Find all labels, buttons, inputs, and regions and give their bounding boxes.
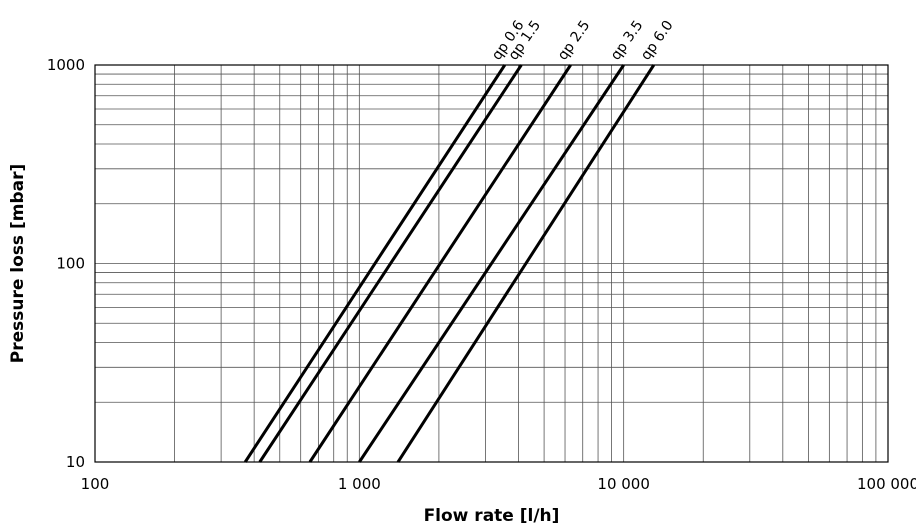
y-axis-title: Pressure loss [mbar] — [8, 164, 28, 363]
x-tick-label: 100 000 — [857, 475, 916, 493]
series-lines — [243, 64, 656, 463]
y-tick-label: 100 — [56, 255, 85, 273]
series-line — [258, 64, 523, 463]
series-labels: qp 0.6qp 1.5 qp 2.5 qp 3.5qp 6.0 — [489, 18, 677, 64]
series-line — [396, 64, 656, 463]
x-tick-label: 100 — [81, 475, 110, 493]
series-line — [243, 64, 507, 463]
x-tick-labels: 100 1 000 10 000 100 000 — [81, 475, 916, 493]
series-label: qp 6.0 — [638, 18, 677, 64]
series-line — [308, 64, 572, 463]
y-tick-labels: 10 100 1000 — [47, 56, 85, 471]
y-tick-label: 1000 — [47, 56, 85, 74]
series-line — [358, 64, 625, 463]
x-axis-title: Flow rate [l/h] — [424, 506, 560, 526]
x-tick-label: 1 000 — [338, 475, 381, 493]
x-tick-label: 10 000 — [597, 475, 650, 493]
y-tick-label: 10 — [66, 453, 85, 471]
grid — [95, 65, 888, 462]
plot-frame — [94, 64, 889, 463]
series-label: qp 2.5 — [555, 18, 594, 64]
